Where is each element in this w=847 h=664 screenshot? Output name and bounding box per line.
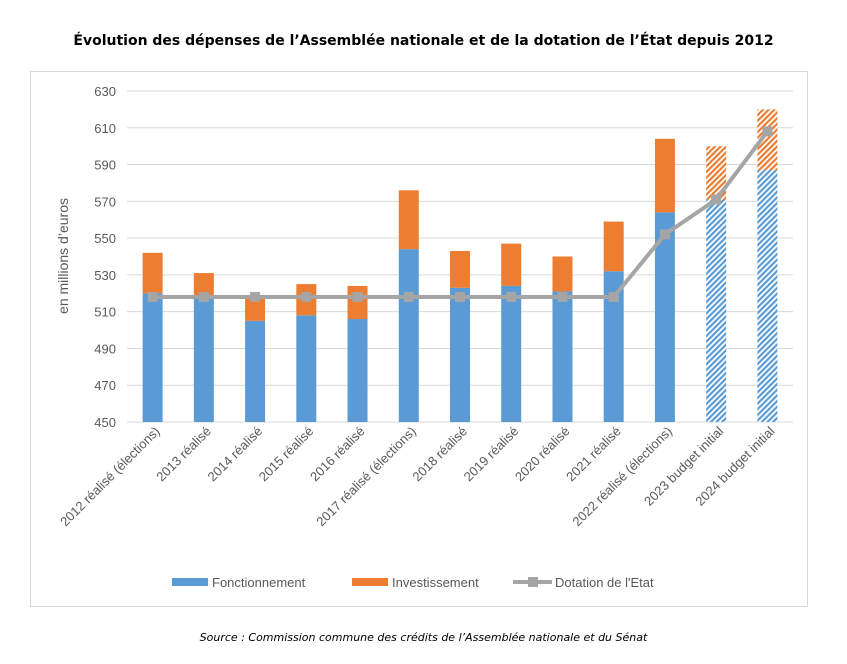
bar-investissement — [706, 146, 727, 200]
y-tick-label: 630 — [94, 84, 116, 99]
bar-fonctionnement — [603, 271, 624, 422]
chart-frame — [30, 71, 808, 607]
bar-fonctionnement — [654, 212, 675, 422]
y-tick-label: 510 — [94, 305, 116, 320]
dotation-marker — [506, 291, 517, 302]
y-tick-label: 470 — [94, 378, 116, 393]
bar-fonctionnement — [296, 315, 317, 422]
source-note: Source : Commission commune des crédits … — [199, 631, 648, 644]
x-tick-label: 2017 réalisé (élections) — [313, 424, 419, 530]
y-tick-labels: 450 470 490 510 530 550 570 590 610 630 — [94, 84, 116, 430]
dotation-marker — [250, 291, 261, 302]
bar-fonctionnement — [193, 295, 214, 422]
y-tick-label: 450 — [94, 415, 116, 430]
y-tick-label: 590 — [94, 158, 116, 173]
bar-investissement — [450, 250, 470, 288]
dotation-marker — [301, 291, 312, 302]
legend-label-investissement: Investissement — [392, 575, 479, 590]
dotation-line — [147, 126, 773, 302]
legend-label-dotation: Dotation de l'Etat — [555, 575, 654, 590]
dotation-marker — [711, 194, 722, 205]
legend: Fonctionnement Investissement Dotation de … — [172, 575, 654, 590]
x-tick-label: 2022 réalisé (élections) — [569, 424, 675, 530]
legend-swatch-investissement — [352, 578, 388, 586]
bar-investissement — [501, 243, 522, 286]
bar-investissement — [193, 273, 214, 296]
y-tick-label: 570 — [94, 194, 116, 209]
dotation-marker — [557, 291, 568, 302]
x-tick-labels: 2012 réalisé (élections)2013 réalisé2014… — [57, 423, 777, 529]
chart-title: Évolution des dépenses de l’Assemblée na… — [73, 33, 774, 49]
bar-fonctionnement — [757, 170, 778, 422]
bar-investissement — [757, 109, 778, 171]
bar-fonctionnement — [706, 199, 727, 422]
bar-fonctionnement — [552, 291, 573, 422]
y-tick-label: 550 — [94, 231, 116, 246]
legend-swatch-fonctionnement — [172, 578, 208, 586]
dotation-marker — [762, 126, 773, 137]
bar-fonctionnement — [501, 285, 522, 422]
y-axis-label: en millions d’euros — [55, 198, 71, 314]
dotation-marker — [198, 291, 209, 302]
dotation-marker — [403, 291, 414, 302]
dotation-marker — [659, 229, 670, 240]
bar-investissement — [654, 138, 675, 213]
y-tick-label: 610 — [94, 121, 116, 136]
bar-investissement — [142, 252, 163, 294]
bar-fonctionnement — [142, 293, 163, 422]
bar-investissement — [552, 256, 573, 292]
legend-swatch-dotation-marker — [528, 577, 538, 587]
dotation-marker — [352, 291, 363, 302]
dotation-marker — [608, 291, 619, 302]
bar-investissement — [245, 298, 266, 321]
bar-investissement — [603, 221, 624, 272]
dotation-marker — [147, 291, 158, 302]
dotation-marker — [455, 291, 465, 302]
bar-fonctionnement — [245, 320, 266, 422]
x-tick-label: 2012 réalisé (élections) — [57, 424, 163, 530]
bar-fonctionnement — [347, 319, 368, 422]
bar-investissement — [347, 285, 368, 320]
bar-investissement — [398, 190, 419, 250]
y-tick-label: 490 — [94, 341, 116, 356]
legend-label-fonctionnement: Fonctionnement — [212, 575, 306, 590]
y-tick-label: 530 — [94, 268, 116, 283]
bar-fonctionnement — [450, 287, 470, 422]
bar-fonctionnement — [398, 249, 419, 422]
bars — [142, 109, 778, 422]
